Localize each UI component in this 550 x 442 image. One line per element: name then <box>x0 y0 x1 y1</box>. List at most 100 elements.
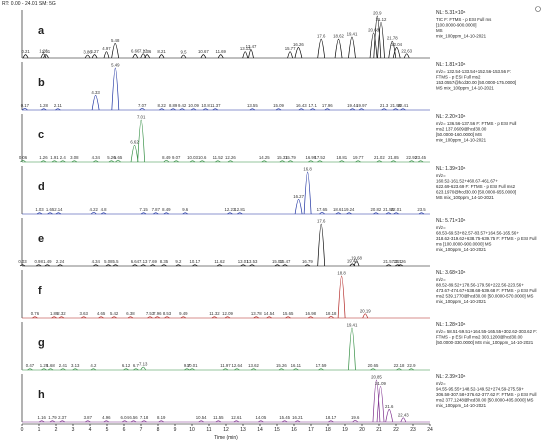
nl-label: NL: 2.39×10⁶ <box>436 374 465 380</box>
peak <box>130 144 139 163</box>
x-tick-label: 3 <box>72 427 75 433</box>
peak <box>215 420 222 423</box>
peak <box>240 264 246 267</box>
peak-label: 2.11 <box>54 103 63 108</box>
peak-label: 18.61 <box>333 207 344 212</box>
peak <box>217 54 224 59</box>
peak-label: 8.35 <box>160 259 169 264</box>
peak-label: 14.05 <box>255 415 266 420</box>
peak-label: 11.97 <box>220 363 231 368</box>
peak <box>84 54 91 59</box>
peak <box>294 47 303 59</box>
peak-label: 7.13 <box>139 48 148 53</box>
peak-label: 22.63 <box>401 48 412 53</box>
peak <box>60 368 66 371</box>
peak <box>287 51 293 59</box>
peak <box>55 212 62 215</box>
peak <box>279 160 285 163</box>
peak-label: 13.47 <box>246 44 257 49</box>
scan-info: mix_100ppm_14-10-2021 <box>436 138 487 143</box>
peak-label: 5.08 <box>104 259 113 264</box>
peak <box>103 420 110 423</box>
peak <box>153 212 159 215</box>
peak-label: 22.9 <box>407 363 416 368</box>
peak-label: 11.37 <box>210 103 221 108</box>
scan-info: [100.0000-900.0000] <box>436 23 477 28</box>
icon <box>535 6 541 12</box>
peak <box>51 316 57 319</box>
peak <box>115 159 121 163</box>
peak-label: 10.6 <box>198 155 207 160</box>
peak-label: 3.86 <box>83 50 92 55</box>
peak-label: 20.9 <box>373 11 382 16</box>
scan-info: MS <box>436 28 443 33</box>
peak-label: 19.6 <box>351 415 360 420</box>
peak <box>307 316 314 319</box>
peak-label: 1.16 <box>38 415 47 420</box>
peak-label: 8.49 <box>162 155 171 160</box>
peak <box>376 160 383 163</box>
peak-label: 2.24 <box>56 259 65 264</box>
peak-label: 7.13 <box>139 259 148 264</box>
peak-label: 16.79 <box>302 259 313 264</box>
peak-label: 21.56 <box>383 207 394 212</box>
peak-label: 20.82 <box>371 207 382 212</box>
peak <box>43 54 49 59</box>
peak <box>111 42 120 59</box>
x-tick-label: 19 <box>342 427 348 433</box>
peak <box>369 32 378 59</box>
peak-label: 4.8 <box>101 207 108 212</box>
peak <box>373 15 382 59</box>
x-tick-label: 11 <box>206 427 211 433</box>
peak <box>41 368 47 371</box>
scan-info: m/z= <box>436 225 446 230</box>
peak <box>274 264 281 267</box>
peak <box>20 159 26 163</box>
peak <box>370 368 376 371</box>
scan-info: 88.52-89.52+178.56-179.56+222.56-223.56+ <box>436 283 524 288</box>
peak-label: 17.52 <box>314 155 325 160</box>
peak-label: 9.2 <box>175 259 182 264</box>
x-tick-label: 23 <box>410 427 416 433</box>
nl-label: NL: 1.28×10⁶ <box>436 322 465 328</box>
peak-label: 0.21 <box>21 49 30 54</box>
peak-label: 16.98 <box>305 311 316 316</box>
peak-label: 19.77 <box>353 155 364 160</box>
peak-label: 1.68 <box>46 363 55 368</box>
peak <box>261 160 267 163</box>
peak-label: 13.01 <box>238 259 249 264</box>
peak <box>35 264 42 267</box>
peak <box>328 420 334 423</box>
peak <box>388 40 397 59</box>
peak <box>112 264 119 267</box>
scan-info: [50.0000-160.0000] MS <box>436 132 482 137</box>
peak-label: 10.54 <box>196 415 207 420</box>
peak-label: 7.18 <box>140 415 149 420</box>
scan-info: 160.52-161.52+460.67-461.67+ <box>436 179 498 184</box>
peak-label: 11.69 <box>216 49 227 54</box>
peak <box>180 54 187 59</box>
peak-label: 1.65 <box>46 207 55 212</box>
peak <box>334 38 343 59</box>
peak <box>150 264 156 267</box>
peak <box>180 316 187 319</box>
panel-letter: g <box>38 337 45 349</box>
peak <box>111 316 117 319</box>
peak <box>49 420 56 423</box>
x-tick-label: 2 <box>55 427 58 433</box>
peak-label: 17.59 <box>316 363 327 368</box>
peak-label: 15.02 <box>272 259 283 264</box>
peak <box>285 316 291 319</box>
peak <box>184 368 190 371</box>
peak <box>417 160 424 163</box>
peak-label: 11.32 <box>209 311 220 316</box>
peak <box>140 264 146 267</box>
peak <box>249 108 256 111</box>
scan-info: 153.0557@hcd30.00 [50.0000-175.0000] <box>436 80 516 85</box>
peak-label: 23.45 <box>415 155 426 160</box>
scan-info: m/z= 58.51-59.51+164.55-165.55+302.62-30… <box>436 329 537 334</box>
peak-label: 7.13 <box>139 362 148 367</box>
peak-label: 13.55 <box>247 103 258 108</box>
peak <box>400 417 407 423</box>
peak <box>133 368 139 371</box>
